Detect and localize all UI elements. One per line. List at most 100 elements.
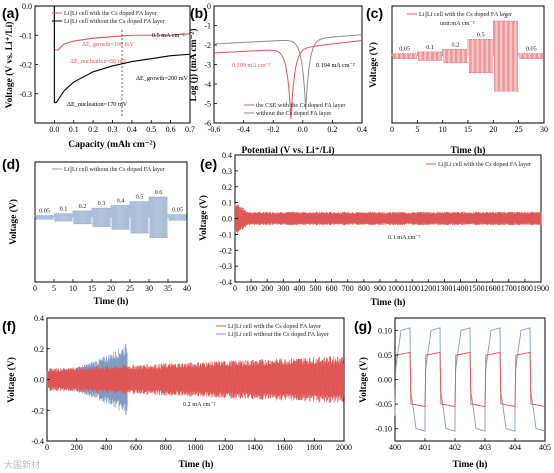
- panel-d-label: (d): [2, 156, 20, 172]
- panel-c-segment-0: [391, 53, 418, 59]
- panel-f-xtick-label: 0: [45, 443, 49, 452]
- panel-b-ytick-label: -5: [204, 100, 211, 109]
- panel-d-segment-4: [110, 205, 130, 230]
- panel-f-xtick-label: 800: [160, 443, 172, 452]
- panel-b-xlabel: Potential (V vs. Li⁺/Li): [242, 145, 335, 156]
- panel-d-segment-3: [91, 207, 111, 227]
- panel-c-ylabel: Voltage (V): [368, 42, 379, 88]
- panel-g-xtick-label: 403: [479, 443, 491, 452]
- panel-c-segment-1: [417, 51, 443, 61]
- panel-a-ticks: 0.0 0.1 0.2 0.3 0.4 0.5 0.6 0.7 0.0 -0.1 -0.2 -0.3: [19, 2, 195, 134]
- panel-d-xlabel: Time (h): [94, 296, 129, 307]
- panel-b: (b) -0.6 -0.4 -0.2 0.0 0.2 0.4 0 -1 -2 -3 -4 -5 -6 P…: [188, 2, 367, 156]
- panel-d-rate-label: 0.1: [60, 206, 68, 213]
- panel-e-xtick-label: 400: [293, 284, 305, 293]
- panel-e-series: [234, 203, 542, 234]
- panel-b-legend-grey: without the Cs doped FA layer: [256, 110, 331, 117]
- panel-e-xtick-label: 1400: [452, 284, 468, 293]
- panel-g-marks: [394, 327, 546, 432]
- panel-c-segment-4: [493, 20, 519, 92]
- panel-g: (g) 400 401 402 403 404 405 0.10 0.05 0.00 -0.05 -…: [354, 317, 551, 470]
- panel-e-xtick-label: 600: [326, 284, 338, 293]
- panel-c-xtick-label: 15: [464, 125, 472, 134]
- panel-b-marks: [213, 34, 363, 120]
- panel-b-legend-red: the CSE with the Cs doped FA layer: [256, 102, 345, 109]
- panel-b-xtick-label: 0.0: [298, 125, 308, 134]
- panel-c-xtick-label: 20: [489, 125, 497, 134]
- panel-f-ytick-label: -0.4: [31, 437, 44, 446]
- panel-e-ytick-label: 0.4: [222, 151, 232, 160]
- panel-f-series-0: [46, 356, 345, 403]
- panel-e-xtick-label: 1700: [501, 284, 517, 293]
- panel-f-xtick-label: 1000: [188, 443, 204, 452]
- panel-b-xtick-label: 0.2: [327, 125, 337, 134]
- panel-d-segment-1: [53, 213, 73, 222]
- panel-d-xtick-label: 40: [183, 284, 191, 293]
- panel-c-legend: Li||Li cell with the Cs doped FA layer: [419, 11, 512, 18]
- panel-f-ytick-label: 0.0: [34, 376, 44, 385]
- panel-e-label: (e): [200, 156, 217, 172]
- panel-b-xtick-label: 0.4: [357, 125, 367, 134]
- panel-d-xtick-label: 5: [52, 284, 56, 293]
- panel-d-marks: 0.05 0.1 0.2 0.3 0.4 0.5 0.6 0.05: [34, 189, 187, 238]
- panel-e-xtick-label: 300: [277, 284, 289, 293]
- panel-a-xlabel: Capacity (mAh cm⁻²): [68, 139, 156, 150]
- panel-d-rate-label: 0.3: [98, 200, 106, 207]
- panel-c-xtick-label: 10: [439, 125, 447, 134]
- panel-f-ytick-label: -0.2: [31, 406, 44, 415]
- panel-e-xtick-label: 500: [310, 284, 322, 293]
- panel-a-legend-black: Li||Li cell without the Cs doped FA laye…: [64, 18, 165, 25]
- panel-c: (c) 0.05 0.1 0.2 0.5 1 0.05 0 5 10 15 20 25 30 Time…: [366, 5, 548, 156]
- panel-f-xtick-label: 400: [100, 443, 112, 452]
- panel-e-xtick-label: 1800: [517, 284, 533, 293]
- panel-e-xtick-label: 1300: [436, 284, 452, 293]
- panel-g-series-0: [394, 351, 546, 408]
- panel-b-icorr-red: 0.309 mA cm⁻²: [232, 62, 271, 69]
- panel-b-ylabel: Log (j) (mA cm⁻²): [188, 28, 199, 101]
- panel-e-ytick-label: -0.4: [219, 278, 232, 287]
- panel-c-rate-label: 0.2: [451, 41, 459, 48]
- panel-a-xtick-label: 0.0: [49, 125, 59, 134]
- panel-d-rate-label: 0.4: [117, 197, 125, 204]
- panel-a-xtick-label: 0.5: [146, 125, 156, 134]
- panel-e-xtick-label: 100: [245, 284, 257, 293]
- panel-b-legend: the CSE with the Cs doped FA layer witho…: [244, 102, 345, 117]
- panel-d-segment-6: [148, 196, 168, 238]
- panel-d-rate-label: 0.2: [79, 203, 87, 210]
- panel-c-marks: 0.05 0.1 0.2 0.5 1 0.05: [391, 13, 544, 92]
- panel-g-ylabel: Voltage (V): [358, 357, 369, 403]
- panel-b-xtick-label: -0.6: [208, 125, 221, 134]
- panel-f-xlabel: Time (h): [179, 459, 214, 470]
- panel-g-ytick-label: -0.10: [375, 425, 392, 434]
- panel-g-ytick-label: -0.05: [375, 400, 392, 409]
- panel-g-xlabel: Time (h): [453, 459, 488, 470]
- panel-a-ytick-label: -0.1: [19, 31, 32, 40]
- panel-b-xtick-label: -0.2: [267, 125, 280, 134]
- panel-e-ticks: 0 100 200 300 400 500 600 700 800 900 1000 1100 1200…: [219, 151, 549, 293]
- panel-d-xtick-label: 25: [126, 284, 134, 293]
- panel-e-ytick-label: -0.2: [219, 246, 232, 255]
- panel-e-xlabel: Time (h): [371, 297, 406, 308]
- panel-f-current: 0.2 mA cm⁻²: [183, 401, 216, 408]
- panel-a-legend: Li||Li cell with the Cs doped FA layer L…: [52, 10, 165, 25]
- panel-a-xtick-label: 0.3: [108, 125, 118, 134]
- panel-b-ytick-label: -6: [204, 119, 211, 128]
- panel-b-ytick-label: -3: [204, 61, 211, 70]
- panel-f-ticks: 0 200 400 600 800 1000 1200 1400 1600 1800 2000 0.4…: [31, 314, 352, 452]
- panel-g-xtick-label: 401: [419, 443, 431, 452]
- panel-e-xtick-label: 700: [342, 284, 354, 293]
- panel-g-xtick-label: 402: [449, 443, 461, 452]
- panel-e-ytick-label: 0.3: [222, 167, 232, 176]
- panel-f-ylabel: Voltage (V): [6, 357, 17, 403]
- panel-b-icorr-black: 0.194 mA cm⁻²: [316, 62, 355, 69]
- panel-a-current-density: 0.5 mA cm⁻²: [152, 32, 185, 39]
- panel-e-ytick-label: -0.3: [219, 262, 232, 271]
- panel-d-ticks: 0 5 10 15 20 25 30 35 40: [33, 279, 191, 293]
- panel-d-xtick-label: 15: [88, 284, 96, 293]
- panel-d-rate-label: 0.05: [172, 207, 183, 214]
- panel-c-ticks: 0 5 10 15 20 25 30: [390, 120, 548, 134]
- panel-b-ytick-label: -4: [204, 80, 211, 89]
- panel-b-ytick-label: -1: [204, 22, 211, 31]
- panel-d: (d) 0.05 0.1 0.2 0.3 0.4 0.5 0.6 0.05 0 5 10 15 20 2…: [2, 156, 191, 307]
- panel-c-segment-3: [467, 39, 494, 74]
